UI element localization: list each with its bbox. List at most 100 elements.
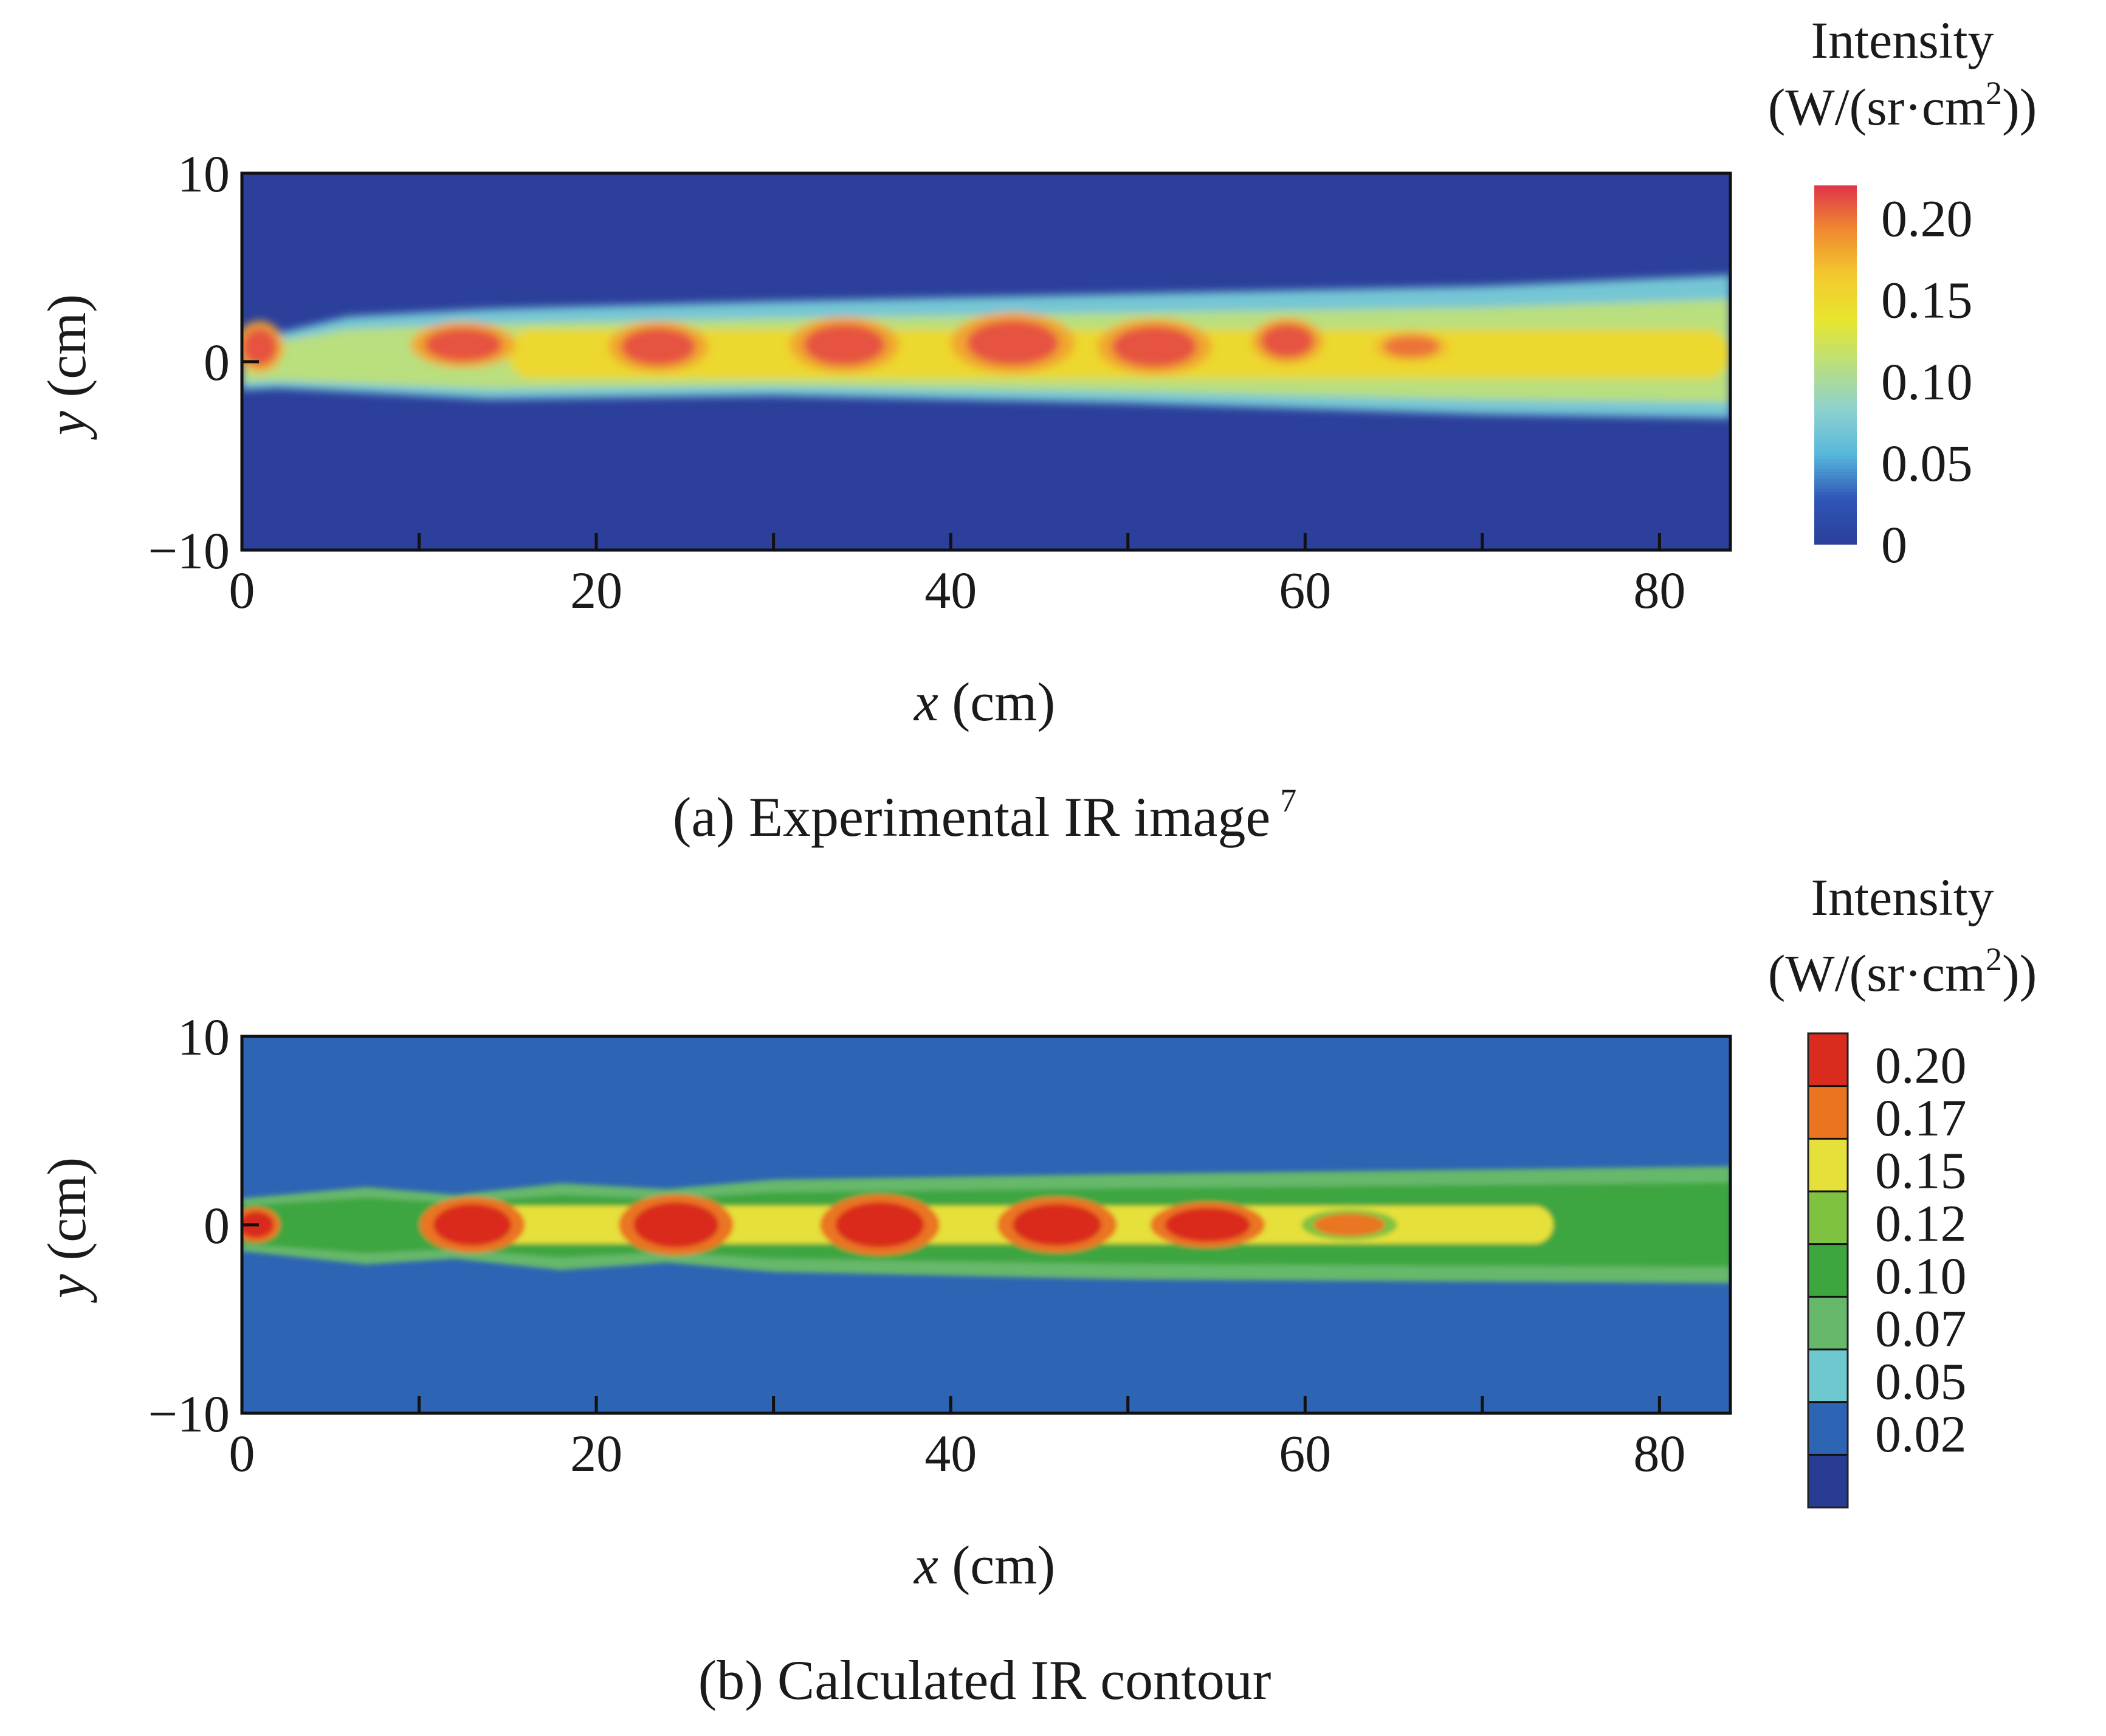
colorbar-stripe [1814,237,1857,242]
hot-spot [966,320,1059,366]
colorbar-stripe [1814,289,1857,294]
colorbar-tick-label: 0.10 [1875,1247,1967,1305]
colorbar-stripe [1814,280,1857,284]
colorbar-stripe [1814,257,1857,261]
colorbar-stripe [1814,260,1857,264]
panel-a-xlabel: x (cm) [913,672,1055,732]
colorbar-stripe [1814,498,1857,503]
colorbar-stripe [1814,342,1857,346]
colorbar-stripe [1814,505,1857,509]
colorbar-stripe [1814,244,1857,248]
panel-a-colorbar: Intensity (W/(sr·cm2)) 0.20 0.15 0.10 0.05 0 [1768,11,2037,574]
y-tick-label: −10 [148,1385,230,1443]
panel-b-colorbar: Intensity (W/(sr·cm2)) 0.200.170.150.120.1… [1768,868,2037,1509]
colorbar-stripe [1814,528,1857,532]
colorbar-stripe [1814,404,1857,408]
panel-a-caption: (a) Experimental IR image 7 [673,782,1296,848]
colorbar-stripe [1814,488,1857,493]
colorbar-stripe [1814,387,1857,391]
panel-b-plot-area [242,1036,1730,1413]
colorbar-stripe [1814,283,1857,288]
colorbar-stripe [1814,361,1857,365]
colorbar-stripe [1814,537,1857,542]
colorbar-stripe [1814,416,1857,421]
colorbar-stripe [1814,312,1857,317]
colorbar-frame [1807,1032,1849,1509]
y-tick-label: −10 [148,522,230,580]
colorbar-stripe [1814,371,1857,376]
colorbar-stripe [1814,508,1857,512]
colorbar-stripe [1814,456,1857,460]
colorbar-stripe [1814,335,1857,340]
colorbar-stripe [1814,397,1857,401]
colorbar-stripe [1814,368,1857,372]
colorbar-stripe [1814,439,1857,444]
colorbar-stripe [1814,433,1857,437]
colorbar-stripe [1814,534,1857,539]
colorbar-tick-label: 0.05 [1875,1352,1967,1410]
colorbar-stripe [1814,492,1857,496]
y-tick-label: 0 [204,333,230,391]
colorbar-stripe [1814,286,1857,291]
colorbar-stripe [1814,345,1857,350]
colorbar-stripe [1814,354,1857,359]
y-tick-label: 10 [177,1008,230,1066]
colorbar-level [1808,1402,1848,1456]
hot-spot [424,328,503,362]
hot-spot [1112,326,1197,368]
colorbar-stripe [1814,218,1857,222]
colorbar-stripe [1814,303,1857,307]
colorbar-stripe [1814,185,1857,190]
colorbar-tick-label: 0.17 [1875,1089,1967,1147]
colorbar-stripe [1814,358,1857,362]
y-tick-label: 10 [177,145,230,203]
colorbar-stripe [1814,293,1857,297]
colorbar-stripe [1814,518,1857,522]
colorbar-unit: (W/(sr·cm2)) [1768,941,2037,1002]
colorbar-stripe [1814,472,1857,477]
colorbar-stripe [1814,436,1857,441]
x-tick-label: 20 [570,1424,622,1483]
colorbar-stripe [1814,374,1857,379]
hot-spot [1261,324,1314,358]
colorbar-stripe [1814,319,1857,323]
panel-b-caption: (b) Calculated IR contour [698,1649,1272,1711]
colorbar-stripe [1814,410,1857,415]
colorbar-stripe [1814,215,1857,219]
panel-a-ylabel: y (cm) [37,294,97,440]
colorbar-stripe [1814,540,1857,545]
colorbar-stripe [1814,296,1857,300]
colorbar-stripe [1814,234,1857,238]
hot-spot [804,324,886,366]
colorbar-tick-label: 0 [1881,515,1907,574]
colorbar-stripe [1814,413,1857,418]
hot-spot [1165,1208,1250,1242]
colorbar-stripe [1814,273,1857,278]
colorbar-level [1808,1455,1848,1508]
colorbar-stripe [1814,325,1857,329]
hot-spot [621,328,696,366]
colorbar-stripe [1814,478,1857,483]
colorbar-stripe [1814,306,1857,310]
colorbar-stripe [1814,482,1857,486]
colorbar-stripe [1814,394,1857,398]
colorbar-stripe [1814,381,1857,385]
colorbar-stripe [1814,231,1857,235]
colorbar-stripe [1814,263,1857,268]
colorbar-tick-label: 0.15 [1875,1142,1967,1200]
colorbar-title: Intensity [1811,11,1994,69]
colorbar-stripe [1814,423,1857,427]
colorbar-stripe [1814,390,1857,395]
colorbar-stripe [1814,452,1857,457]
hot-spot [1383,335,1440,358]
colorbar-stripe [1814,459,1857,463]
colorbar-tick-label: 0.05 [1881,434,1973,492]
colorbar-unit: (W/(sr·cm2)) [1768,75,2037,136]
hot-spot [835,1202,924,1248]
colorbar-stripe [1814,299,1857,304]
colorbar-stripe [1814,449,1857,453]
